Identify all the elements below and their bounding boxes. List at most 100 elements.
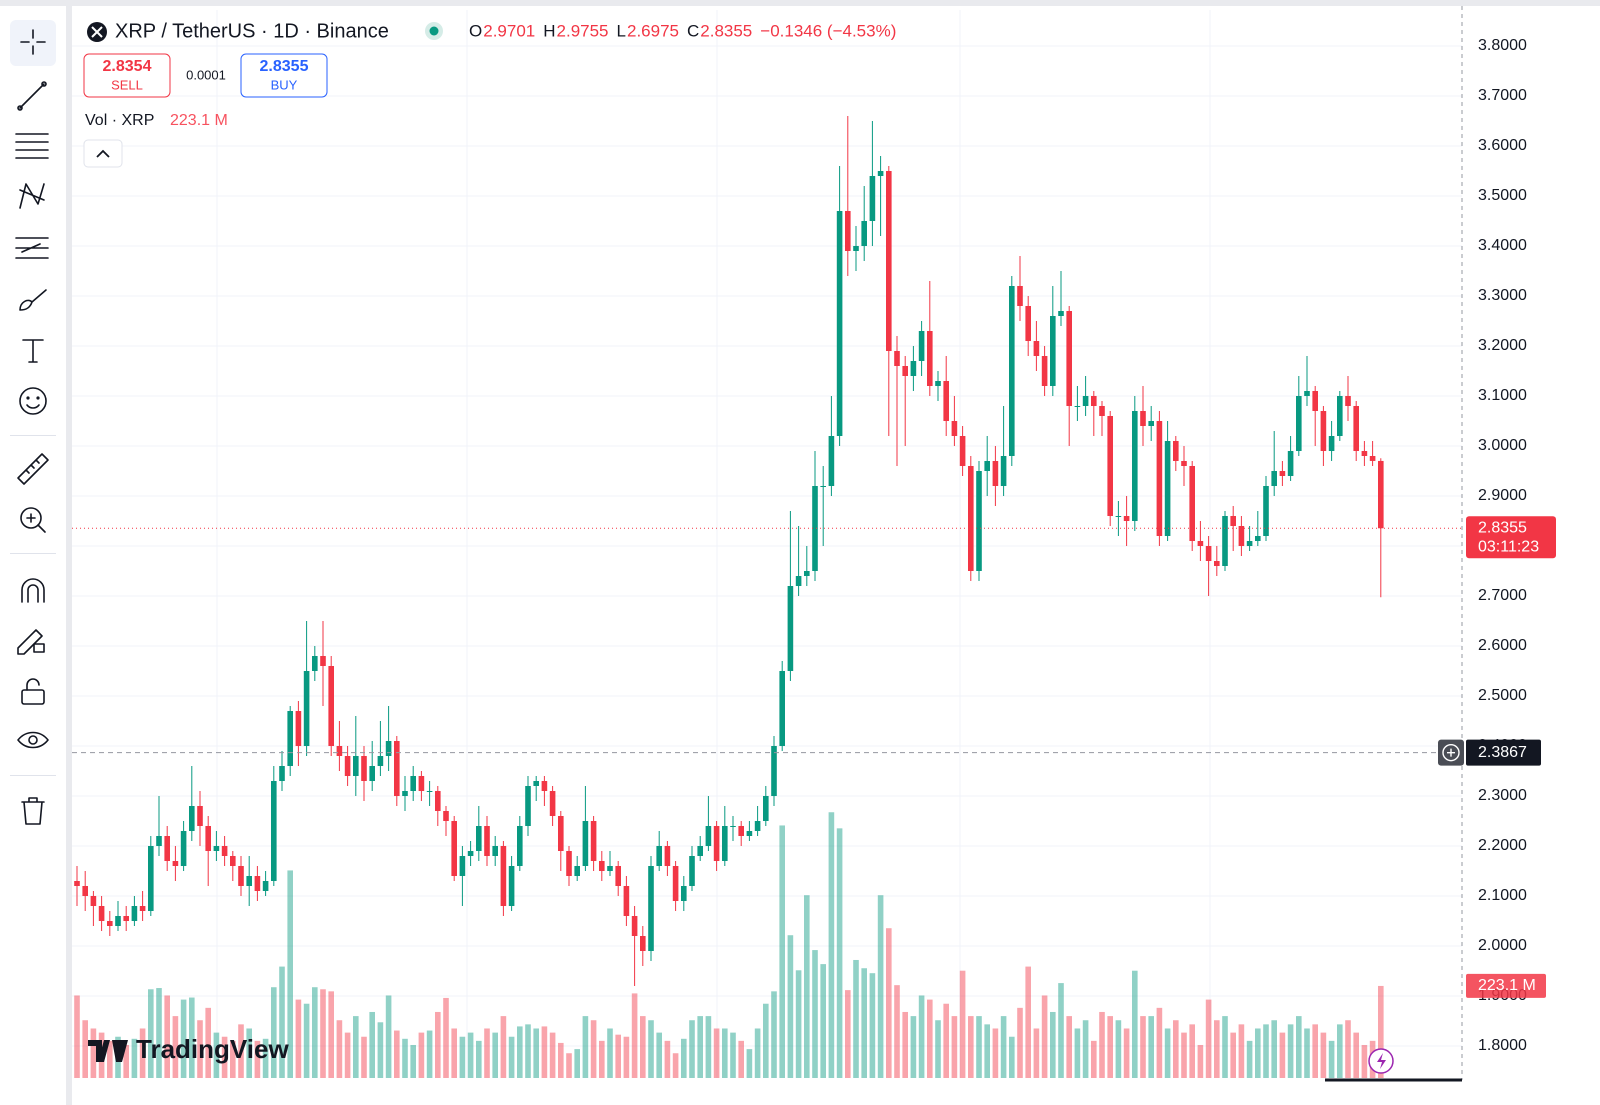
fib-tool[interactable] (15, 133, 49, 159)
volume-bar (648, 1020, 654, 1078)
candle-body (1115, 516, 1122, 517)
volume-bar (541, 1026, 548, 1078)
volume-bar (361, 1036, 367, 1078)
candle-body (918, 331, 925, 361)
delete-tool[interactable] (21, 797, 45, 825)
volume-bar (517, 1026, 523, 1078)
volume-bar (377, 1022, 384, 1078)
volume-bar (730, 1032, 736, 1078)
ohlc-values: O 2.9701 H 2.9755 L 2.6975 C 2.8355 (469, 21, 752, 40)
candle-body (959, 436, 966, 466)
y-tick-label: 3.8000 (1478, 37, 1527, 54)
trend-line-tool[interactable] (17, 81, 47, 111)
volume-bar (1156, 1007, 1163, 1078)
volume-bar (1287, 1024, 1294, 1078)
volume-bar (1041, 995, 1048, 1078)
volume-bar (1033, 1028, 1040, 1078)
candles (74, 116, 1384, 986)
candle-body (935, 381, 941, 386)
candle-body (500, 846, 507, 906)
collapse-button[interactable] (83, 139, 123, 168)
volume-bar (303, 1003, 310, 1078)
candle-body (1369, 456, 1376, 461)
ohlc-key: H (543, 21, 555, 40)
candle-body (566, 851, 572, 876)
candle-body (1074, 406, 1081, 407)
y-tick-label: 3.3000 (1478, 287, 1527, 304)
volume-bar (1017, 1007, 1023, 1078)
horizontal-grid (72, 45, 1462, 1047)
volume-bar (271, 987, 277, 1078)
volume-bar (435, 1011, 441, 1078)
ohlc-value: 2.9755 (557, 21, 609, 40)
candle-body (951, 421, 958, 436)
volume-bar (189, 997, 195, 1078)
candle-body (1132, 411, 1138, 521)
volume-bar (1255, 1028, 1261, 1078)
vertical-grid (216, 10, 1211, 1078)
candle-body (254, 876, 261, 891)
forecast-tool[interactable] (15, 237, 49, 259)
y-tick-label: 3.5000 (1478, 187, 1527, 204)
volume-bar (1181, 1032, 1187, 1078)
ruler-tool[interactable] (17, 453, 49, 485)
volume-bar (221, 1036, 228, 1078)
candle-body (1123, 516, 1130, 521)
volume-bar (918, 995, 925, 1078)
add-alert-button[interactable] (1438, 739, 1464, 766)
candle-body (582, 821, 589, 866)
candle-body (410, 776, 416, 791)
visibility-tool[interactable] (17, 731, 49, 749)
candle-body (1189, 466, 1195, 541)
pattern-tool[interactable] (19, 183, 45, 209)
crosshair-label: 2.3867 (1478, 744, 1527, 761)
volume-bar (336, 1020, 343, 1078)
candle-body (74, 881, 80, 886)
sell-price: 2.8354 (103, 58, 152, 75)
candle-body (623, 886, 630, 916)
lock-drawing-tool[interactable] (17, 629, 45, 655)
last-price-label: 2.8355 (1478, 519, 1527, 536)
candle-body (221, 846, 228, 856)
add-alert-plus (1447, 748, 1455, 757)
volume-bar (713, 1028, 720, 1078)
symbol-logo-mark (91, 26, 103, 38)
symbol-title[interactable]: XRP / TetherUS · 1D · Binance (115, 20, 389, 42)
volume-bar (1058, 983, 1064, 1078)
sell-button[interactable] (83, 53, 171, 98)
zoom-tool[interactable] (20, 507, 46, 533)
candle-body (853, 246, 859, 251)
buy-button[interactable] (240, 53, 328, 98)
last-price-tag (1466, 516, 1556, 559)
candle-body (533, 781, 539, 786)
candle-body (435, 791, 441, 811)
volume-bar (312, 987, 318, 1078)
text-tool[interactable] (22, 339, 44, 363)
candle-body (426, 791, 433, 792)
candle-body (648, 866, 654, 951)
candle-body (738, 826, 744, 836)
volume-bar (992, 1028, 999, 1078)
volume-bar (213, 1032, 220, 1078)
lock-tool[interactable] (21, 678, 45, 705)
candle-body (443, 811, 449, 821)
left-toolbar (10, 20, 56, 825)
candle-body (123, 916, 129, 921)
emoji-tool[interactable] (19, 387, 47, 415)
volume-bar (861, 968, 867, 1078)
top-border (0, 0, 1600, 6)
candle-body (262, 881, 269, 891)
magnet-tool[interactable] (21, 578, 45, 603)
candle-body (1271, 471, 1277, 486)
candle-body (672, 866, 679, 901)
brush-tool[interactable] (19, 289, 47, 311)
volume-bar (180, 999, 187, 1078)
crosshair-tool-bg[interactable] (10, 20, 56, 66)
y-tick-label: 1.8000 (1478, 1037, 1527, 1054)
volume-legend-label: Vol · XRP (85, 112, 154, 129)
crosshair-tool[interactable] (20, 29, 46, 55)
volume-bar (754, 1028, 761, 1078)
toolbar-separator (10, 775, 56, 776)
y-tick-label: 2.9000 (1478, 487, 1527, 504)
